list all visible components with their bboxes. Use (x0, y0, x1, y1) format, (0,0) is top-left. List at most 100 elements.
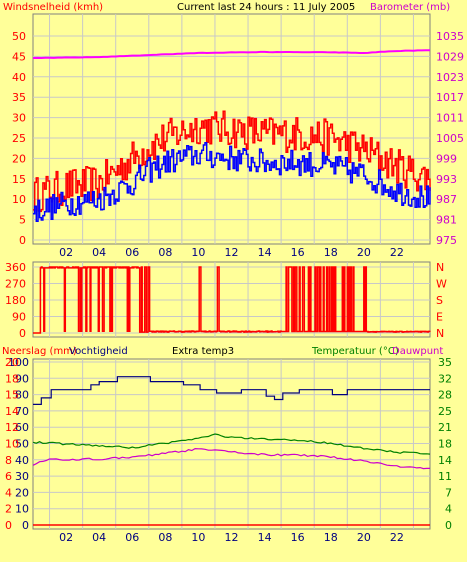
temperature-tick-label: 28 (438, 389, 452, 402)
wind-tick-label: 10 (12, 193, 26, 206)
direction-tick-label: 90 (12, 311, 26, 324)
rain-axis-label: Neerslag (mm) (2, 346, 77, 357)
humidity-tick-label: 0 (22, 519, 29, 532)
hour-tick-label: 04 (92, 531, 106, 544)
rain-tick-label: 18 (5, 372, 19, 385)
hour-tick-label: 14 (258, 246, 272, 259)
rain-tick-label: 20 (5, 356, 19, 369)
hour-tick-label: 02 (59, 531, 73, 544)
panel-1-frame (32, 13, 431, 245)
hour-tick-label: 06 (125, 531, 139, 544)
barometer-tick-label: 1011 (436, 112, 464, 125)
wind-tick-label: 15 (12, 173, 26, 186)
direction-tick-label: 270 (5, 278, 26, 291)
hour-tick-label: 08 (158, 246, 172, 259)
hour-tick-label: 10 (191, 246, 205, 259)
humidity-tick-label: 100 (8, 356, 29, 369)
temperature-tick-label: 4 (445, 503, 452, 516)
dewpoint-axis-label: Dauwpunt (392, 346, 443, 357)
humidity-tick-label: 40 (15, 454, 29, 467)
rain-tick-label: 15 (5, 389, 19, 402)
temperature-axis-label: Temperatuur (°C) (311, 346, 399, 357)
compass-tick-label: E (436, 311, 443, 324)
hour-tick-label: 18 (324, 246, 338, 259)
humidity-tick-label: 70 (15, 405, 29, 418)
temperature-tick-label: 25 (438, 405, 452, 418)
barometer-tick-label: 1035 (436, 30, 464, 43)
hour-tick-label: 18 (324, 531, 338, 544)
temperature-tick-label: 21 (438, 421, 452, 434)
humidity-tick-label: 80 (15, 389, 29, 402)
wind-tick-label: 40 (12, 71, 26, 84)
barometer-tick-label: 1023 (436, 71, 464, 84)
wind-tick-label: 30 (12, 112, 26, 125)
compass-tick-label: N (436, 261, 444, 274)
chart-title: Current last 24 hours : 11 July 2005 (177, 2, 355, 13)
hour-tick-label: 14 (258, 531, 272, 544)
temperature-tick-label: 0 (445, 519, 452, 532)
hour-tick-label: 04 (92, 246, 106, 259)
temperature-tick-label: 14 (438, 454, 452, 467)
temperature-tick-label: 18 (438, 438, 452, 451)
barometer-tick-label: 1005 (436, 132, 464, 145)
humidity-series-line (33, 376, 430, 405)
barometer-tick-label: 981 (436, 214, 457, 227)
hour-tick-label: 20 (357, 531, 371, 544)
barometer-tick-label: 987 (436, 193, 457, 206)
rain-tick-label: 10 (5, 438, 19, 451)
hour-tick-label: 12 (225, 246, 239, 259)
barometer-series-line (32, 49, 431, 60)
rain-tick-label: 14 (5, 405, 19, 418)
barometer-tick-label: 1029 (436, 50, 464, 63)
humidity-axis-label: Vochtigheid (69, 346, 128, 357)
barometer-tick-label: 1017 (436, 91, 464, 104)
extra-temp-label: Extra temp3 (172, 346, 234, 357)
hour-tick-label: 10 (191, 531, 205, 544)
barometer-tick-label: 975 (436, 234, 457, 247)
temperature-series-line (32, 433, 431, 455)
hour-tick-label: 16 (291, 246, 305, 259)
hour-tick-label: 22 (390, 531, 404, 544)
rain-tick-label: 4 (5, 486, 12, 499)
wind-series-line (33, 142, 431, 222)
hour-tick-label: 22 (390, 246, 404, 259)
rain-tick-label: 0 (5, 519, 12, 532)
direction-tick-label: 180 (5, 294, 26, 307)
temperature-tick-label: 35 (438, 356, 452, 369)
wind-tick-label: 35 (12, 91, 26, 104)
barometer-tick-label: 999 (436, 152, 457, 165)
compass-tick-label: S (436, 294, 443, 307)
wind-tick-label: 50 (12, 30, 26, 43)
humidity-tick-label: 20 (15, 486, 29, 499)
wind-tick-label: 5 (19, 214, 26, 227)
barometer-tick-label: 993 (436, 173, 457, 186)
temperature-tick-label: 32 (438, 372, 452, 385)
hour-tick-label: 06 (125, 246, 139, 259)
wind-tick-label: 45 (12, 50, 26, 63)
wind-tick-label: 25 (12, 132, 26, 145)
temperature-tick-label: 11 (438, 470, 452, 483)
humidity-tick-label: 90 (15, 372, 29, 385)
direction-tick-label: 360 (5, 261, 26, 274)
rain-tick-label: 12 (5, 421, 19, 434)
wind-tick-label: 20 (12, 152, 26, 165)
wind-tick-label: 0 (19, 234, 26, 247)
direction-tick-label: 0 (19, 327, 26, 340)
hour-tick-label: 12 (225, 531, 239, 544)
temperature-tick-label: 7 (445, 486, 452, 499)
compass-tick-label: W (436, 278, 447, 291)
hour-tick-label: 20 (357, 246, 371, 259)
barometer-axis-label: Barometer (mb) (370, 2, 450, 13)
wind-direction-series-line (33, 266, 431, 334)
humidity-tick-label: 50 (15, 438, 29, 451)
rain-tick-label: 8 (5, 454, 12, 467)
hour-tick-label: 08 (158, 531, 172, 544)
rain-tick-label: 6 (5, 470, 12, 483)
compass-tick-label: N (436, 327, 444, 340)
hour-tick-label: 16 (291, 531, 305, 544)
dewpoint-series-line (32, 447, 430, 470)
humidity-tick-label: 60 (15, 421, 29, 434)
hour-tick-label: 02 (59, 246, 73, 259)
